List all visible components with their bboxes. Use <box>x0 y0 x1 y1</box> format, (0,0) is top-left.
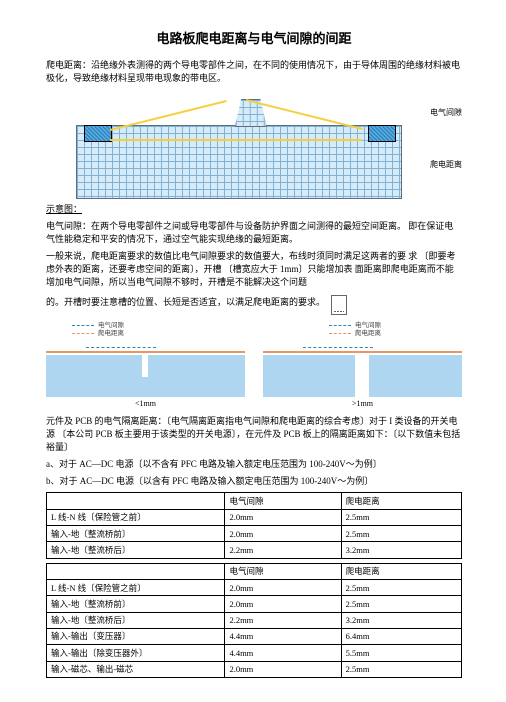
t2-h1 <box>47 563 225 579</box>
creepage-line <box>110 139 362 141</box>
note-icon <box>331 295 347 315</box>
rule-paragraph: 一般来说，爬电距离要求的数值比电气间隙要求的数值要大，布线时须同时满足这两者的要… <box>46 250 462 289</box>
table-row: 输入-地〔整流桥后〕2.2mm3.2mm <box>47 542 462 558</box>
figure-2-right: 电气间隙 爬电距离 >1mm <box>263 319 462 397</box>
page: 电路板爬电距离与电气间隙的间距 爬电距离：沿绝缘外表测得的两个导电零部件之间，在… <box>0 0 506 702</box>
fig2l-clearance <box>86 347 156 348</box>
figure-2-left: 电气间隙 爬电距离 <1mm <box>46 319 245 397</box>
t2-h2: 电气间隙 <box>225 563 341 579</box>
intro-paragraph: 爬电距离：沿绝缘外表测得的两个导电零部件之间，在不同的使用情况下，由于导体周围的… <box>46 59 462 85</box>
fig2r-clearance <box>303 347 373 348</box>
t1-h2: 电气间隙 <box>225 493 341 509</box>
table-row: L 线-N 线〔保险管之前〕2.0mm2.5mm <box>47 509 462 525</box>
item-b: b、对于 AC—DC 电源〔以含有 PFC 电路及输入额定电压范围为 100-2… <box>46 475 462 488</box>
fig2l-orange <box>46 351 245 353</box>
item-a: a、对于 AC—DC 电源〔以不含有 PFC 电路及输入额定电压范围为 100-… <box>46 458 462 471</box>
section2-paragraph: 元件及 PCB 的电气隔离距离：〔电气隔离距离指电气间隙和爬电距离的综合考虑〕对… <box>46 415 462 454</box>
table-row: 电气间隙 爬电距离 <box>47 493 462 509</box>
fig2r-orange <box>263 351 462 353</box>
fig2r-slot <box>355 355 369 397</box>
fig2r-dash <box>329 325 351 326</box>
definition-paragraph: 电气间隙：在两个导电零部件之间或导电零部件与设备防护界面之间测得的最短空间距离。… <box>46 220 462 246</box>
figure-1: 电气间隙 爬电距离 <box>46 89 462 199</box>
t1-h1 <box>47 493 225 509</box>
page-title: 电路板爬电距离与电气间隙的间距 <box>46 30 462 49</box>
fig2l-legend2: 爬电距离 <box>98 329 124 338</box>
t1-h3: 爬电距离 <box>341 493 461 509</box>
rule-text-2: 的。开槽时要注意槽的位置、长短是否适宜，以满足爬电距离的要求。 <box>46 297 325 307</box>
fig2r-legend2: 爬电距离 <box>355 329 381 338</box>
table-1: 电气间隙 爬电距离 L 线-N 线〔保险管之前〕2.0mm2.5mm 输入-地〔… <box>46 492 462 558</box>
figure-2: 电气间隙 爬电距离 <1mm 电气间隙 爬电距离 >1mm <box>46 319 462 397</box>
table-row: 输入-输出〔变压器〕4.4mm6.4mm <box>47 628 462 644</box>
table-row: 电气间隙 爬电距离 <box>47 563 462 579</box>
figure-1-grid <box>76 125 402 199</box>
label-creepage: 爬电距离 <box>430 159 462 171</box>
fig2l-caption: <1mm <box>46 398 245 410</box>
table-row: 输入-地〔整流桥前〕2.0mm2.5mm <box>47 596 462 612</box>
t2-h3: 爬电距离 <box>341 563 461 579</box>
table-row: L 线-N 线〔保险管之前〕2.0mm2.5mm <box>47 580 462 596</box>
table-row: 输入-地〔整流桥后〕2.2mm3.2mm <box>47 612 462 628</box>
figure-1-caption: 示意图： <box>46 203 462 216</box>
table-2: 电气间隙 爬电距离 L 线-N 线〔保险管之前〕2.0mm2.5mm 输入-地〔… <box>46 563 462 678</box>
fig2r-caption: >1mm <box>263 398 462 410</box>
fig2l-slot <box>142 355 148 377</box>
table-row: 输入-地〔整流桥前〕2.0mm2.5mm <box>47 526 462 542</box>
label-clearance: 电气间隙 <box>430 107 462 119</box>
table-row: 输入-输出〔除变压器外〕4.4mm5.5mm <box>47 645 462 661</box>
rule-paragraph-2: 的。开槽时要注意槽的位置、长短是否适宜，以满足爬电距离的要求。 <box>46 293 462 313</box>
fig2r-dash2 <box>329 333 351 334</box>
figure-1-pad-right <box>368 125 396 142</box>
fig2l-dash2 <box>72 333 94 334</box>
table-row: 输入-磁芯、输出-磁芯2.0mm2.5mm <box>47 661 462 677</box>
figure-1-pad-left <box>84 125 112 142</box>
fig2l-dash <box>72 325 94 326</box>
